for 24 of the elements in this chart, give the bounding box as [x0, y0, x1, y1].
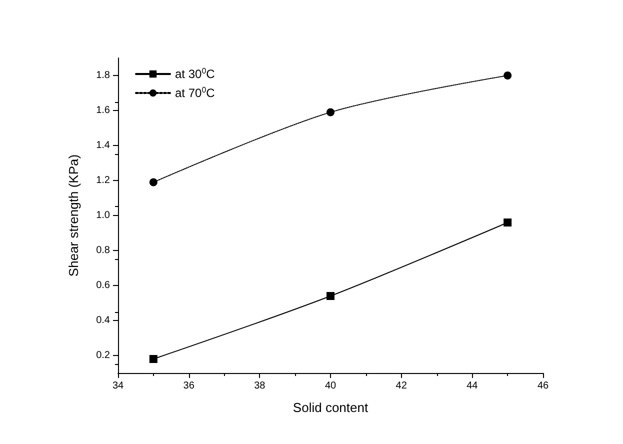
x-tick-label: 44 — [466, 380, 478, 392]
x-tick-label: 38 — [254, 380, 266, 392]
point — [149, 355, 158, 363]
x-axis-title: Solid content — [292, 400, 368, 415]
point — [326, 108, 334, 116]
y-tick-label: 1.4 — [96, 140, 110, 151]
point — [504, 218, 512, 226]
point — [149, 178, 158, 186]
y-tick-label: 1.0 — [96, 210, 110, 221]
point — [504, 72, 512, 80]
x-tick-label: 46 — [537, 380, 549, 392]
y-tick-label: 0.6 — [96, 280, 110, 291]
x-tick-label: 36 — [183, 380, 195, 392]
y-tick-label: 1.6 — [96, 105, 110, 116]
y-tick-label: 1.8 — [96, 70, 110, 81]
x-tick-label: 34 — [112, 380, 124, 392]
x-tick-label: 40 — [324, 380, 336, 392]
y-axis-title: Shear strength (KPa) — [66, 154, 81, 277]
y-tick-label: 0.2 — [96, 350, 110, 361]
y-tick-label: 0.4 — [96, 315, 110, 326]
y-tick-label: 1.2 — [96, 175, 110, 186]
point — [326, 292, 334, 300]
y-tick-label: 0.8 — [96, 245, 110, 256]
x-tick-label: 42 — [396, 380, 408, 392]
